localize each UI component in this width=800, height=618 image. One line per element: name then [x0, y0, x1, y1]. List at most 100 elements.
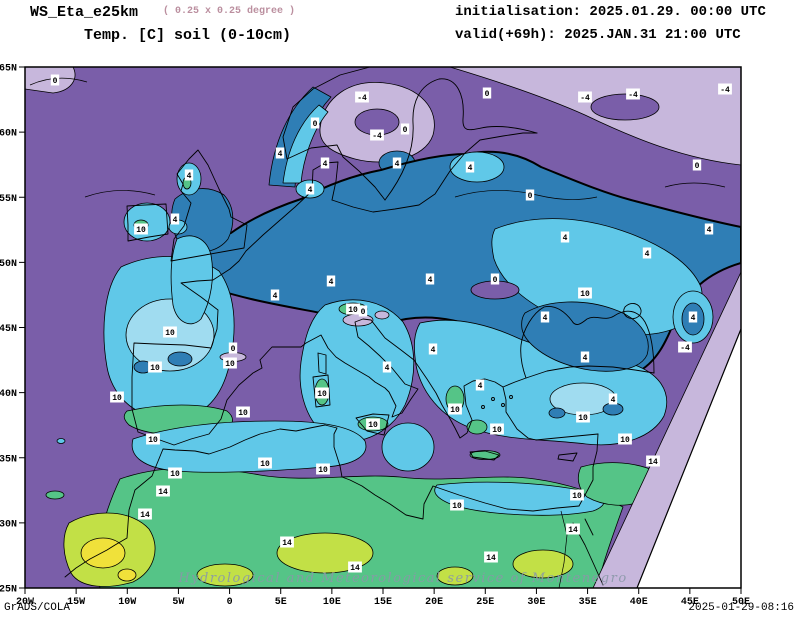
- lon-label: 10W: [118, 597, 136, 608]
- watermark: Hydrological and Meteorological service …: [177, 571, 627, 586]
- svg-text:10: 10: [348, 306, 358, 315]
- contour-label: 4: [320, 157, 330, 169]
- contour-label: -4: [355, 91, 369, 103]
- lon-label: 30E: [527, 597, 545, 608]
- lat-label: 45N: [0, 324, 17, 335]
- contour-label: 0: [310, 117, 320, 129]
- svg-text:4: 4: [468, 164, 473, 173]
- lat-label: 50N: [0, 259, 17, 270]
- coastlines: [64, 67, 655, 588]
- contour-label: 10: [450, 499, 464, 511]
- svg-text:0: 0: [528, 192, 533, 201]
- contour-label: 4: [560, 231, 570, 243]
- contour-line: [664, 182, 726, 188]
- contour-label: 14: [484, 551, 498, 563]
- lon-label: 20E: [425, 597, 443, 608]
- fill-cyan-tunisia: [381, 422, 435, 472]
- svg-text:10: 10: [136, 226, 146, 235]
- contour-label: 4: [382, 361, 392, 373]
- contour-label: 0: [692, 159, 702, 171]
- svg-text:4: 4: [395, 160, 400, 169]
- fill-cyan-france-coast: [170, 235, 213, 325]
- contour-label: 10: [258, 457, 272, 469]
- svg-text:10: 10: [318, 466, 328, 475]
- svg-text:4: 4: [308, 186, 313, 195]
- svg-text:10: 10: [150, 364, 160, 373]
- svg-text:10: 10: [452, 502, 462, 511]
- svg-text:10: 10: [368, 421, 378, 430]
- contour-label: -4: [678, 341, 692, 353]
- contour-label: 4: [392, 157, 402, 169]
- contour-label: 14: [156, 485, 170, 497]
- lon-label: 10E: [323, 597, 341, 608]
- svg-text:14: 14: [282, 539, 292, 548]
- svg-text:10: 10: [112, 394, 122, 403]
- contour-label: 10: [148, 361, 162, 373]
- svg-text:10: 10: [148, 436, 158, 445]
- lat-label: 30N: [0, 519, 17, 530]
- contour-label: 4: [580, 351, 590, 363]
- contour-label: 4: [275, 147, 285, 159]
- contour-label: 10: [315, 387, 329, 399]
- svg-text:-4: -4: [720, 86, 730, 95]
- contour-label: 10: [570, 489, 584, 501]
- svg-text:0: 0: [485, 90, 490, 99]
- contour-label: 4: [688, 311, 698, 323]
- footer-grads: GrADS/COLA: [4, 602, 70, 614]
- svg-text:10: 10: [492, 426, 502, 435]
- contour-line: [84, 190, 156, 198]
- fill-green-canaries: [45, 490, 65, 500]
- contour-label: 10: [578, 287, 592, 299]
- contour-label: 10: [618, 433, 632, 445]
- fill-green-levant: [577, 462, 656, 506]
- svg-text:10: 10: [170, 470, 180, 479]
- init-text: initialisation: 2025.01.29. 00:00 UTC: [455, 4, 766, 20]
- svg-text:10: 10: [450, 406, 460, 415]
- svg-text:10: 10: [260, 460, 270, 469]
- svg-text:4: 4: [543, 314, 548, 323]
- fill-green-peloponnese: [466, 419, 488, 435]
- contour-label: 14: [138, 508, 152, 520]
- svg-text:0: 0: [313, 120, 318, 129]
- contour-label: 4: [704, 223, 714, 235]
- contour-label: 10: [236, 406, 250, 418]
- resolution-note: ( 0.25 x 0.25 degree ): [163, 5, 295, 17]
- svg-text:-4: -4: [357, 94, 367, 103]
- contour-label: -4: [718, 83, 732, 95]
- contour-line: [454, 190, 598, 200]
- lon-label: 15W: [67, 597, 85, 608]
- contour-label: 0: [490, 273, 500, 285]
- contour-label: -4: [626, 88, 640, 100]
- svg-text:10: 10: [317, 390, 327, 399]
- contour-label: 10: [134, 223, 148, 235]
- contour-label: 4: [184, 169, 194, 181]
- contour-label: 4: [170, 213, 180, 225]
- contour-label: 4: [642, 247, 652, 259]
- valid-text: valid(+69h): 2025.JAN.31 21:00 UTC: [455, 27, 741, 43]
- contour-label: 4: [326, 275, 336, 287]
- svg-text:10: 10: [580, 290, 590, 299]
- svg-text:0: 0: [493, 276, 498, 285]
- contour-label: 0: [482, 87, 492, 99]
- svg-text:10: 10: [572, 492, 582, 501]
- lon-label: 5E: [275, 597, 287, 608]
- svg-text:4: 4: [645, 250, 650, 259]
- svg-text:4: 4: [329, 278, 334, 287]
- svg-text:4: 4: [385, 364, 390, 373]
- lat-label: 40N: [0, 389, 17, 400]
- contour-label: 0: [50, 74, 60, 86]
- svg-text:0: 0: [695, 162, 700, 171]
- contour-label: 4: [428, 343, 438, 355]
- contour-label: 10: [366, 418, 380, 430]
- contour-label: 14: [566, 523, 580, 535]
- contour-label: 0: [400, 123, 410, 135]
- fill-yellowgreen-egypt: [512, 549, 574, 579]
- contour-label: 14: [348, 561, 362, 573]
- fill-cyan-libya-coast: [434, 481, 605, 516]
- contour-label: 0: [525, 189, 535, 201]
- lat-label: 55N: [0, 194, 17, 205]
- svg-text:10: 10: [165, 329, 175, 338]
- svg-text:4: 4: [428, 276, 433, 285]
